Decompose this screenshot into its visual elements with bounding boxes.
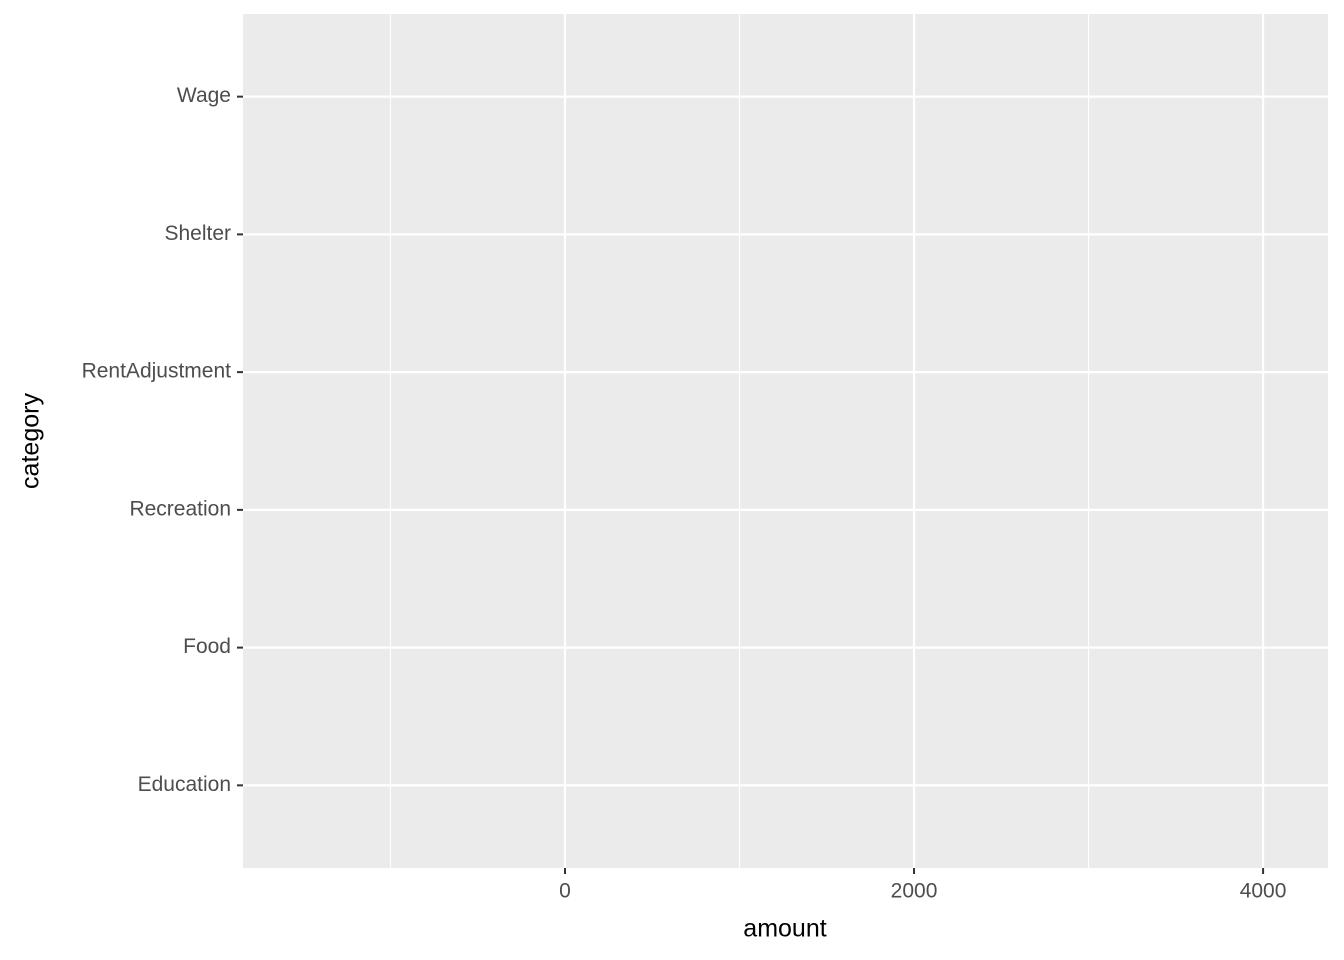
x-tick-label: 0 (559, 880, 571, 903)
y-axis-title: category (17, 393, 45, 489)
y-tick-label: Education (138, 773, 231, 796)
y-tick-label: RentAdjustment (82, 360, 232, 383)
y-tick-label: Recreation (129, 497, 231, 520)
y-tick-label: Wage (177, 84, 231, 107)
plot-panel (243, 14, 1328, 868)
x-tick-label: 2000 (891, 880, 938, 903)
y-tick-label: Food (183, 635, 231, 658)
y-tick-label: Shelter (164, 222, 231, 245)
x-tick-label: 4000 (1240, 880, 1287, 903)
x-axis-title: amount (743, 915, 826, 943)
